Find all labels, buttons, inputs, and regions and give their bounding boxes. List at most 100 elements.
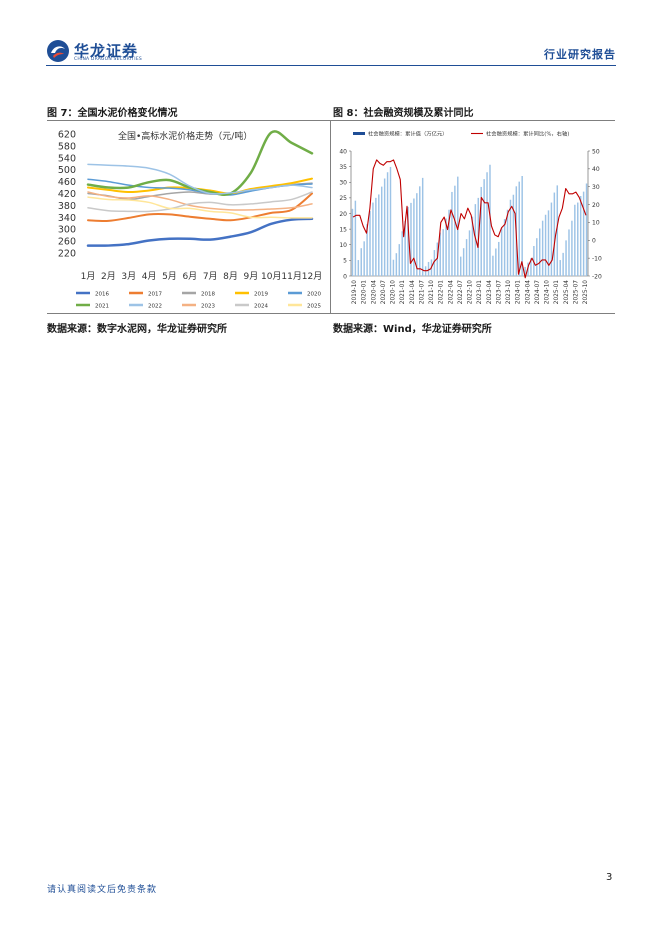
- bar: [357, 260, 360, 276]
- x-tick-label: 3月: [121, 271, 136, 282]
- bar: [465, 239, 468, 276]
- bar: [448, 209, 450, 276]
- figure-7-source: 数据来源：数字水泥网，华龙证券研究所: [47, 324, 227, 335]
- left-tick-label: 15: [339, 226, 347, 233]
- bar: [439, 232, 441, 276]
- bar: [538, 228, 541, 276]
- bar: [553, 192, 556, 276]
- figure-7-title: 图 7：全国水泥价格变化情况: [47, 108, 178, 119]
- brand-name-en: CHINA DRAGON SECURITIES: [74, 57, 142, 62]
- y-tick-label: 580: [58, 141, 76, 152]
- bar: [383, 178, 386, 276]
- series-line-2024: [87, 191, 313, 213]
- bar: [372, 202, 374, 276]
- document-type: 行业研究报告: [544, 48, 616, 61]
- legend-label: 2016: [95, 292, 109, 298]
- bar: [416, 193, 418, 276]
- x-tick-label: 2023-04: [487, 280, 493, 305]
- page-header: 华龙证券 CHINA DRAGON SECURITIES 行业研究报告: [46, 38, 616, 68]
- x-tick-label: 2024-04: [525, 280, 531, 305]
- bar: [459, 256, 462, 276]
- social-financing-chart: 0 5 10 15 20 25 30 35 40 -20 -10 0 10 20 30 40 50 2019-10…: [339, 130, 602, 305]
- right-tick-label: 10: [592, 220, 600, 227]
- bar: [486, 172, 488, 276]
- bar: [536, 238, 538, 276]
- bar: [451, 191, 453, 276]
- x-tick-label: 2020-04: [371, 280, 377, 305]
- bar: [506, 209, 509, 276]
- bar: [503, 219, 506, 276]
- bar: [509, 199, 512, 276]
- figure-bottom-rule: [47, 313, 615, 314]
- bar: [550, 202, 553, 276]
- bar: [518, 181, 520, 276]
- x-tick-label: 2023-07: [496, 280, 502, 305]
- dragon-logo-icon: [47, 40, 69, 62]
- x-tick-label: 2022-07: [458, 280, 464, 305]
- legend-label: 2021: [95, 304, 109, 310]
- bar: [445, 218, 447, 276]
- brand-name-cn: 华龙证券: [74, 42, 139, 60]
- bar: [483, 179, 485, 276]
- x-tick-label: 2023-01: [477, 280, 483, 305]
- bar: [433, 250, 436, 276]
- bar: [386, 172, 389, 276]
- bar: [512, 194, 515, 276]
- yoy-line: [352, 159, 587, 279]
- left-tick-label: 25: [339, 195, 347, 202]
- bar: [360, 248, 362, 276]
- bar: [562, 252, 564, 276]
- series-line-2017: [87, 192, 313, 222]
- x-tick-label: 2020-10: [391, 280, 397, 305]
- x-tick-label: 7月: [203, 271, 218, 282]
- left-tick-label: 0: [343, 273, 347, 280]
- x-tick-label: 4月: [142, 271, 157, 282]
- x-tick-label: 2021-01: [400, 280, 406, 305]
- left-tick-label: 20: [339, 211, 347, 218]
- y-tick-label: 420: [58, 189, 76, 200]
- y-tick-label: 380: [58, 201, 76, 212]
- bar: [410, 202, 412, 276]
- x-tick-label: 2019-10: [352, 280, 358, 305]
- legend-label: 2019: [254, 292, 268, 298]
- x-tick-label: 2021-07: [419, 280, 425, 305]
- bar: [407, 206, 409, 276]
- legend-line-label: 社会融资规模：累计同比(%，右轴): [486, 130, 569, 138]
- left-tick-label: 5: [343, 258, 347, 265]
- right-tick-label: 50: [592, 148, 600, 155]
- bar: [547, 210, 550, 276]
- bar: [498, 241, 500, 276]
- bar: [442, 229, 444, 276]
- right-tick-label: -20: [592, 273, 602, 280]
- bar: [495, 248, 497, 276]
- bar: [474, 204, 477, 276]
- bar: [427, 261, 430, 276]
- bar: [395, 253, 398, 276]
- x-tick-label: 5月: [162, 271, 177, 282]
- series-line-2025: [87, 196, 313, 219]
- chart-title: 全国•高标水泥价格走势（元/吨）: [118, 130, 252, 142]
- x-tick-label: 2020-01: [362, 280, 368, 305]
- bar: [471, 216, 474, 276]
- bar: [398, 244, 401, 276]
- bar: [401, 231, 403, 276]
- bar: [579, 196, 582, 276]
- left-tick-label: 35: [339, 164, 347, 171]
- x-tick-label: 2021-04: [410, 280, 416, 305]
- bar: [421, 177, 424, 276]
- y-tick-label: 220: [58, 249, 76, 260]
- bar: [492, 255, 494, 276]
- x-tick-label: 2月: [101, 271, 116, 282]
- bar: [457, 176, 459, 276]
- y-tick-label: 500: [58, 165, 76, 176]
- y-tick-label: 300: [58, 225, 76, 236]
- bar: [389, 166, 392, 276]
- right-tick-label: 40: [592, 166, 600, 173]
- series-line-2016: [86, 217, 314, 247]
- y-tick-label: 340: [58, 213, 76, 224]
- x-tick-label: 6月: [182, 271, 197, 282]
- left-tick-label: 30: [339, 180, 347, 187]
- x-tick-label: 12月: [302, 271, 322, 282]
- x-tick-label: 10月: [261, 271, 281, 282]
- left-tick-label: 10: [339, 242, 347, 249]
